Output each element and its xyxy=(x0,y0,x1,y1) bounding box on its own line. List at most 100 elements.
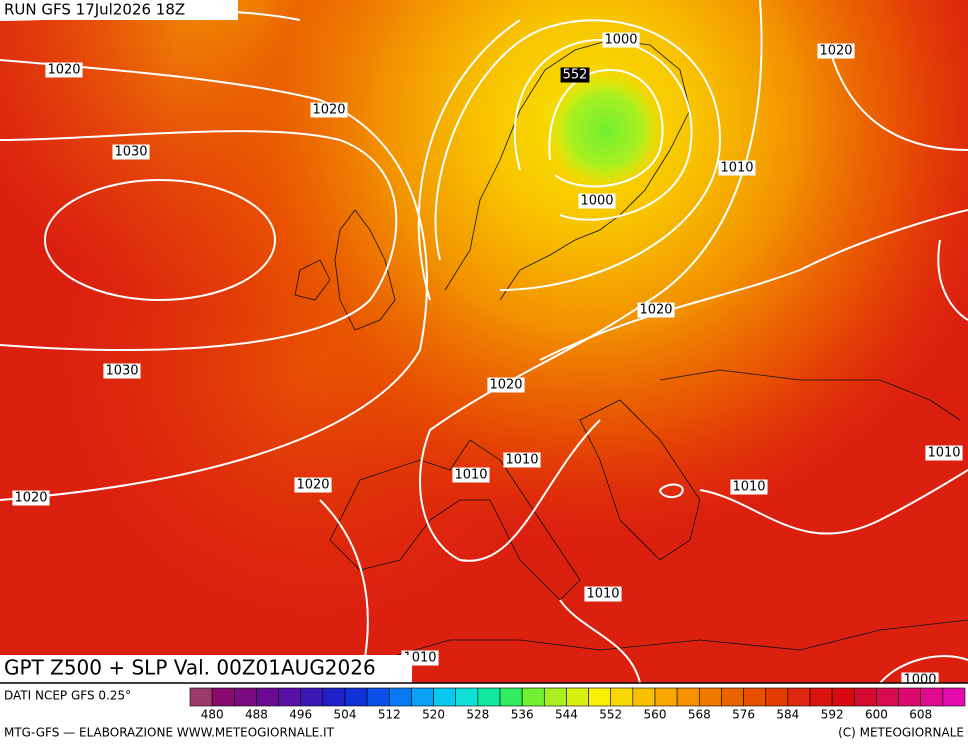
colorbar-swatch xyxy=(831,687,855,707)
contour-label: 1020 xyxy=(296,478,329,493)
contour-label: 1020 xyxy=(312,103,345,118)
colorbar-swatch xyxy=(787,687,811,707)
contour-label-box xyxy=(487,377,525,393)
colorbar-swatch xyxy=(388,687,412,707)
credit: MTG-GFS — ELABORAZIONE WWW.METEOGIORNALE… xyxy=(4,726,335,740)
contour-label: 1000 xyxy=(604,33,637,48)
title-box xyxy=(0,655,412,683)
contour-label: 552 xyxy=(563,68,588,83)
colorbar-tick-label: 568 xyxy=(688,708,711,722)
contour-label: 1010 xyxy=(720,161,753,176)
colorbar-swatch xyxy=(920,687,944,707)
colorbar-tick-label: 600 xyxy=(865,708,888,722)
map: 1020 1020 1030 1020 1000 552 1010 1000 1020 1030 1… xyxy=(0,0,968,688)
colorbar-swatch xyxy=(211,687,235,707)
colorbar-swatch xyxy=(433,687,457,707)
colorbar-tick-label: 584 xyxy=(776,708,799,722)
contour-label-box xyxy=(718,160,756,176)
colorbar-swatch xyxy=(942,687,966,707)
colorbar-tick-label: 528 xyxy=(466,708,489,722)
colorbar-tick-label: 576 xyxy=(732,708,755,722)
colorbar-swatch xyxy=(189,687,213,707)
contour-label: 1020 xyxy=(14,491,47,506)
colorbar-swatch xyxy=(521,687,545,707)
contour-label: 1020 xyxy=(639,303,672,318)
colorbar-tick-label: 544 xyxy=(555,708,578,722)
colorbar-swatch xyxy=(853,687,877,707)
colorbar-tick-label: 592 xyxy=(821,708,844,722)
colorbar-swatch xyxy=(411,687,434,707)
colorbar-swatch xyxy=(610,687,634,707)
contour-label: 1020 xyxy=(47,63,80,78)
contour-label-box xyxy=(294,477,332,493)
colorbar-swatch xyxy=(366,687,390,707)
contour-label: 1030 xyxy=(105,364,138,379)
colorbar-swatch xyxy=(300,687,324,707)
contour-label: 1010 xyxy=(454,468,487,483)
contour-label: 1020 xyxy=(819,44,852,59)
colorbar-swatch xyxy=(809,687,833,707)
contour-label-box xyxy=(584,586,622,602)
contour-label-box xyxy=(560,67,590,83)
contour-label-box xyxy=(925,445,963,461)
colorbar: 480 488 496 504 512 520 528 536 544 552 560 568 576 5… xyxy=(189,687,966,722)
colorbar-swatch xyxy=(499,687,523,707)
contour-label: 1010 xyxy=(732,480,765,495)
colorbar-tick-label: 536 xyxy=(511,708,534,722)
contour-label: 1010 xyxy=(505,453,538,468)
contour-label: 1000 xyxy=(903,673,936,688)
colorbar-swatch xyxy=(344,687,368,707)
map-title: GPT Z500 + SLP Val. 00Z01AUG2026 xyxy=(4,656,376,680)
colorbar-swatch xyxy=(256,687,279,707)
colorbar-swatch xyxy=(632,687,656,707)
colorbar-swatch xyxy=(455,687,479,707)
contour-label-box xyxy=(103,363,141,379)
colorbar-swatch xyxy=(322,687,346,707)
run-box xyxy=(0,0,238,20)
colorbar-tick-label: 480 xyxy=(201,708,224,722)
contour-label-box xyxy=(503,452,541,468)
contour-label-box xyxy=(602,32,640,48)
colorbar-tick-label: 520 xyxy=(422,708,445,722)
colorbar-tick-label: 560 xyxy=(644,708,667,722)
contour-label: 1010 xyxy=(927,446,960,461)
run-label: RUN GFS 17Jul2026 18Z xyxy=(4,1,185,19)
contour-label-box xyxy=(730,479,768,495)
colorbar-swatch xyxy=(721,687,744,707)
contour-label: 1030 xyxy=(114,145,147,160)
colorbar-swatch xyxy=(698,687,722,707)
colorbar-swatch xyxy=(588,687,612,707)
colorbar-swatch xyxy=(278,687,302,707)
colorbar-swatch xyxy=(233,687,257,707)
contour-label-box xyxy=(637,302,675,318)
contour-label-box xyxy=(112,144,150,160)
copyright: (C) METEOGIORNALE xyxy=(838,726,964,740)
colorbar-swatch xyxy=(566,687,589,707)
contour-label: 1000 xyxy=(580,194,613,209)
field-shading xyxy=(0,0,968,683)
colorbar-swatch xyxy=(765,687,789,707)
colorbar-swatch xyxy=(654,687,678,707)
colorbar-tick-label: 488 xyxy=(245,708,268,722)
contour-labels: 1020 1020 1030 1020 1000 552 1010 1000 1020 1030 1… xyxy=(12,32,963,688)
contour-label-box xyxy=(45,62,83,78)
contour-label: 1010 xyxy=(586,587,619,602)
contour-label: 1020 xyxy=(489,378,522,393)
contour-label-box xyxy=(12,490,50,506)
colorbar-swatch xyxy=(743,687,767,707)
colorbar-swatch xyxy=(898,687,922,707)
contour-label-box xyxy=(817,43,855,59)
colorbar-tick-label: 512 xyxy=(378,708,401,722)
contour-label-box xyxy=(452,467,490,483)
data-source: DATI NCEP GFS 0.25° xyxy=(4,689,131,703)
colorbar-swatch xyxy=(477,687,501,707)
contour-label-box xyxy=(578,193,616,209)
colorbar-tick-label: 608 xyxy=(909,708,932,722)
contour-label-box xyxy=(310,102,348,118)
colorbar-swatch xyxy=(876,687,899,707)
colorbar-tick-label: 552 xyxy=(599,708,622,722)
colorbar-tick-label: 496 xyxy=(289,708,312,722)
colorbar-tick-label: 504 xyxy=(334,708,357,722)
colorbar-swatch xyxy=(543,687,567,707)
